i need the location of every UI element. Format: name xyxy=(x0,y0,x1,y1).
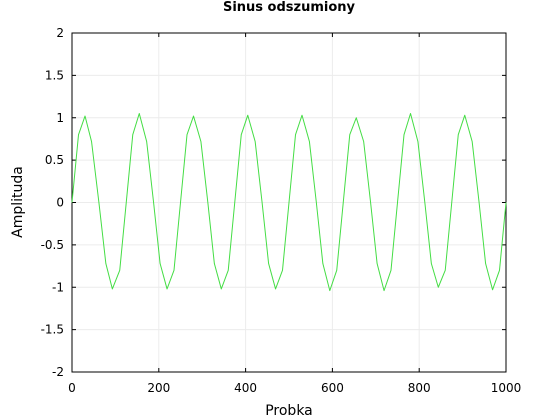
x-axis-title: Probka xyxy=(265,403,313,419)
x-tick-label: 600 xyxy=(321,381,344,395)
grid xyxy=(72,33,506,372)
series-line xyxy=(71,113,507,292)
y-tick-label: 2 xyxy=(56,26,64,40)
y-tick-label: 1.5 xyxy=(45,68,64,82)
ticks: -2 -1.5 -1 -0.5 0 0.5 1 1.5 2 0 200 400 600 800 1000 xyxy=(41,26,522,395)
y-tick-label: 0.5 xyxy=(45,153,64,167)
y-tick-label: 1 xyxy=(56,111,64,125)
y-tick-label: -1 xyxy=(52,280,64,294)
x-tick-label: 400 xyxy=(234,381,257,395)
x-tick-label: 200 xyxy=(147,381,170,395)
y-tick-label: -1.5 xyxy=(41,323,64,337)
y-tick-label: -2 xyxy=(52,365,64,379)
series-group xyxy=(71,113,507,292)
y-tick-label: 0 xyxy=(56,196,64,210)
y-tick-label: -0.5 xyxy=(41,238,64,252)
x-tick-label: 800 xyxy=(408,381,431,395)
chart-title: Sinus odszumiony xyxy=(223,0,356,15)
y-axis-title: Amplituda xyxy=(10,166,26,238)
x-tick-label: 0 xyxy=(68,381,76,395)
x-tick-label: 1000 xyxy=(491,381,522,395)
